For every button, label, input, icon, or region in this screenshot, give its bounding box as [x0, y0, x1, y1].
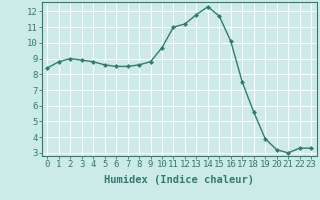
X-axis label: Humidex (Indice chaleur): Humidex (Indice chaleur) [104, 175, 254, 185]
